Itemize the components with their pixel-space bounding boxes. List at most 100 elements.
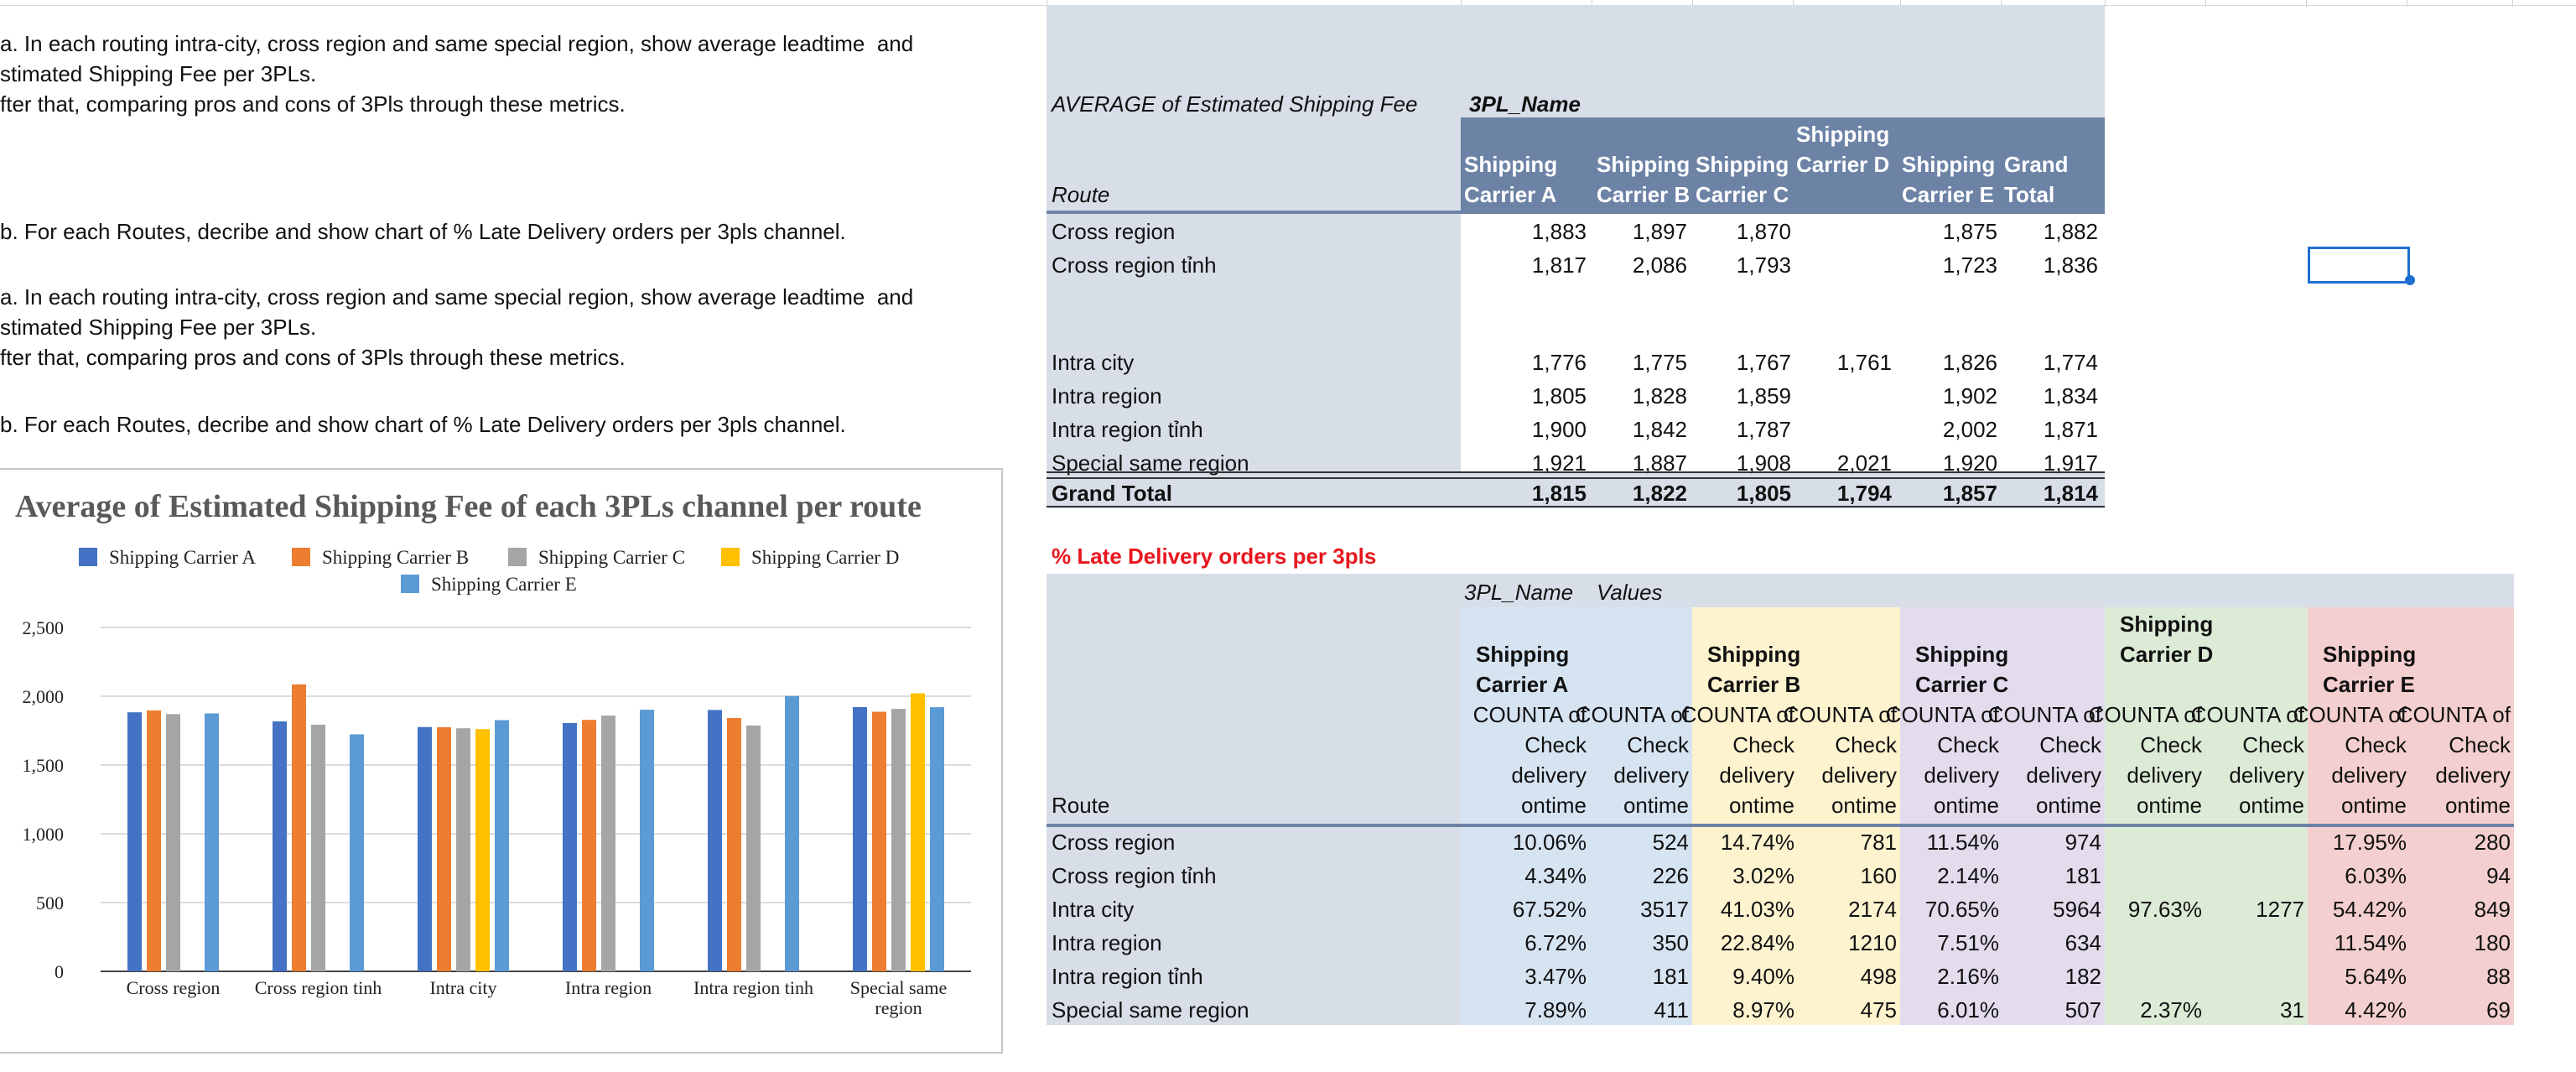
pivot2-cell[interactable]: 31 [2195,995,2304,1025]
pivot1-cell[interactable]: 1,723 [1914,250,1997,280]
bar[interactable] [601,716,615,971]
pivot2-row-label[interactable]: Intra city [1052,894,1134,924]
bar[interactable] [127,712,142,971]
bar[interactable] [273,721,287,971]
pivot1-cell[interactable]: 1,787 [1707,414,1791,445]
bar[interactable] [475,729,490,971]
pivot2-cell[interactable]: 88 [2402,961,2511,991]
pivot2-carrier-header[interactable]: Shipping Carrier D [2120,609,2220,669]
pivot2-column-field[interactable]: 3PL_Name [1464,577,1573,607]
pivot2-cell[interactable]: 226 [1580,861,1689,891]
pivot2-cell[interactable]: 9.40% [1685,961,1794,991]
note-line[interactable]: stimated Shipping Fee per 3PLs. [0,312,316,342]
pivot2-cell[interactable]: 97.63% [2093,894,2202,924]
note-line[interactable]: b. For each Routes, decribe and show cha… [0,409,846,440]
pivot2-cell[interactable]: 182 [1992,961,2101,991]
note-line[interactable]: b. For each Routes, decribe and show cha… [0,216,846,247]
note-line[interactable]: a. In each routing intra-city, cross reg… [0,29,913,59]
pivot2-cell[interactable]: 280 [2402,827,2511,857]
bar[interactable] [872,712,886,971]
pivot2-cell[interactable]: 849 [2402,894,2511,924]
pivot2-title[interactable]: % Late Delivery orders per 3pls [1052,544,1376,570]
pivot2-cell[interactable]: 22.84% [1685,928,1794,958]
pivot2-cell[interactable]: 2.14% [1890,861,1999,891]
pivot2-row-field[interactable]: Route [1052,790,1109,820]
pivot2-cell[interactable]: 70.65% [1890,894,1999,924]
pivot2-cell[interactable]: 524 [1580,827,1689,857]
bar-chart[interactable] [0,587,998,1040]
pivot2-measure-header[interactable]: COUNTA of Check delivery ontime [2187,700,2304,820]
bar[interactable] [205,714,219,972]
pivot2-row-label[interactable]: Intra region [1052,928,1162,958]
bar[interactable] [311,725,325,971]
pivot1-cell[interactable]: 1,900 [1503,414,1587,445]
pivot1-col-header[interactable]: Shipping Carrier E [1902,149,1999,210]
note-line[interactable]: stimated Shipping Fee per 3PLs. [0,59,316,89]
pivot2-cell[interactable]: 11.54% [1890,827,1999,857]
pivot2-cell[interactable]: 1210 [1788,928,1897,958]
pivot2-cell[interactable]: 8.97% [1685,995,1794,1025]
pivot2-measure-header[interactable]: COUNTA of Check delivery ontime [1469,700,1587,820]
note-line[interactable]: a. In each routing intra-city, cross reg… [0,282,913,312]
pivot1-col-header[interactable]: Shipping Carrier D [1796,119,1897,180]
pivot1-row-label[interactable]: Intra region [1052,381,1162,411]
pivot2-cell[interactable]: 1277 [2195,894,2304,924]
pivot2-measure-header[interactable]: COUNTA of Check delivery ontime [1779,700,1897,820]
pivot1-total-cell[interactable]: 1,805 [1707,478,1791,508]
bar[interactable] [166,714,180,971]
pivot1-cell[interactable]: 1,871 [2014,414,2098,445]
pivot2-measure-header[interactable]: COUNTA of Check delivery ontime [1571,700,1689,820]
bar[interactable] [708,710,722,971]
pivot1-col-header[interactable]: Grand Total [2004,149,2101,210]
pivot2-cell[interactable]: 4.34% [1478,861,1587,891]
pivot1-row-label[interactable]: Cross region [1052,216,1175,247]
bar[interactable] [456,728,470,971]
pivot2-row-label[interactable]: Intra region tỉnh [1052,961,1203,991]
pivot2-cell[interactable]: 350 [1580,928,1689,958]
pivot2-cell[interactable]: 498 [1788,961,1897,991]
pivot2-cell[interactable]: 180 [2402,928,2511,958]
bar[interactable] [930,707,944,971]
pivot2-measure-header[interactable]: COUNTA of Check delivery ontime [2289,700,2407,820]
pivot1-total-cell[interactable]: 1,822 [1603,478,1687,508]
pivot1-cell[interactable]: 1,793 [1707,250,1791,280]
pivot2-cell[interactable]: 7.51% [1890,928,1999,958]
pivot2-cell[interactable]: 6.01% [1890,995,1999,1025]
pivot1-row-label[interactable]: Cross region tỉnh [1052,250,1217,280]
pivot2-cell[interactable]: 5964 [1992,894,2101,924]
pivot1-total-cell[interactable]: 1,814 [2014,478,2098,508]
pivot2-cell[interactable]: 181 [1580,961,1689,991]
pivot2-cell[interactable]: 3.02% [1685,861,1794,891]
pivot1-cell[interactable]: 1,817 [1503,250,1587,280]
bar[interactable] [437,727,451,971]
pivot2-values-field[interactable]: Values [1597,577,1663,607]
pivot1-cell[interactable]: 1,828 [1603,381,1687,411]
pivot2-measure-header[interactable]: COUNTA of Check delivery ontime [2393,700,2511,820]
pivot1-total-cell[interactable]: 1,794 [1808,478,1892,508]
pivot2-cell[interactable]: 6.72% [1478,928,1587,958]
pivot1-cell[interactable]: 1,775 [1603,347,1687,377]
pivot2-cell[interactable]: 7.89% [1478,995,1587,1025]
pivot2-cell[interactable]: 160 [1788,861,1897,891]
pivot2-carrier-header[interactable]: Shipping Carrier E [2323,639,2449,700]
selected-cell[interactable] [2308,247,2410,284]
bar[interactable] [147,710,161,971]
pivot1-total-label[interactable]: Grand Total [1052,478,1172,508]
bar[interactable] [563,723,577,971]
pivot2-cell[interactable]: 14.74% [1685,827,1794,857]
pivot1-column-field[interactable]: 3PL_Name [1469,89,1581,119]
pivot1-row-label[interactable]: Intra city [1052,347,1134,377]
pivot2-measure-header[interactable]: COUNTA of Check delivery ontime [1882,700,1999,820]
bar[interactable] [853,707,867,971]
pivot2-row-label[interactable]: Cross region tỉnh [1052,861,1217,891]
pivot2-cell[interactable]: 4.42% [2298,995,2407,1025]
pivot2-cell[interactable]: 94 [2402,861,2511,891]
pivot1-title[interactable]: AVERAGE of Estimated Shipping Fee [1052,89,1417,119]
pivot1-cell[interactable]: 1,875 [1914,216,1997,247]
pivot2-cell[interactable]: 11.54% [2298,928,2407,958]
bar[interactable] [746,726,761,971]
bar[interactable] [582,720,596,971]
pivot2-carrier-header[interactable]: Shipping Carrier C [1915,639,2041,700]
pivot2-carrier-header[interactable]: Shipping Carrier A [1476,639,1602,700]
pivot1-cell[interactable]: 1,761 [1808,347,1892,377]
